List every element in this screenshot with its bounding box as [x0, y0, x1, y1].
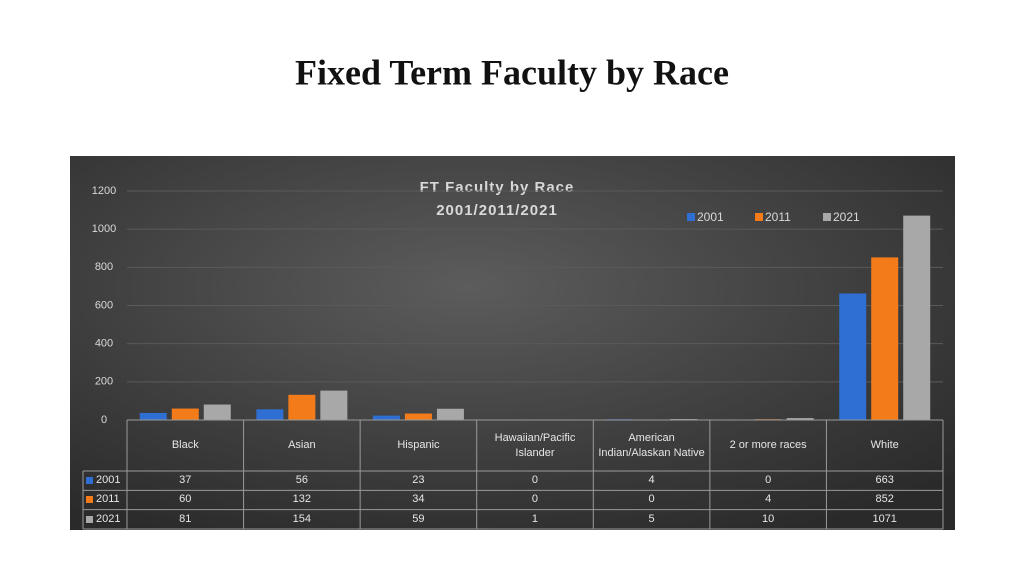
table-value: 34 [412, 493, 425, 506]
category-label: White [870, 439, 899, 451]
category-label: Asian [288, 439, 316, 451]
table-value: 852 [875, 493, 894, 506]
category-label: Hispanic [397, 439, 440, 451]
table-value: 1071 [872, 512, 897, 525]
table-value: 81 [179, 512, 192, 525]
series-name: 2021 [96, 512, 121, 525]
table-value: 37 [179, 474, 192, 487]
bar [786, 418, 814, 420]
legend-label: 2011 [765, 210, 791, 224]
y-tick-label: 200 [95, 376, 113, 388]
table-row-header: 2021 [83, 510, 127, 529]
category-label: 2 or more races [729, 439, 807, 451]
table-value: 4 [765, 493, 772, 506]
slide-title: Fixed Term Faculty by Race [295, 52, 729, 92]
table-value: 60 [179, 493, 192, 506]
bar [404, 413, 432, 420]
bar [203, 404, 231, 420]
y-tick-label: 0 [101, 414, 107, 426]
y-tick-label: 800 [95, 261, 113, 273]
legend-label: 2001 [697, 210, 724, 224]
table-row-header: 2011 [83, 490, 127, 509]
bar [320, 390, 348, 420]
bar [171, 408, 199, 420]
bar [871, 257, 899, 420]
bar [839, 293, 867, 420]
table-value: 10 [762, 512, 775, 525]
table-value: 132 [292, 493, 312, 506]
y-tick-label: 600 [95, 299, 113, 311]
legend-key [755, 213, 763, 221]
bar [256, 409, 284, 420]
table-key [86, 515, 93, 523]
table-row-header: 2001 [83, 471, 127, 490]
category-label: Black [171, 439, 199, 451]
table-value: 4 [648, 474, 655, 487]
category-label: American Indian/Alaskan Native [598, 431, 705, 459]
table-value: 56 [295, 474, 308, 487]
bar [436, 408, 464, 420]
y-tick-label: 1200 [92, 185, 116, 197]
bar [288, 394, 316, 420]
series-name: 2001 [96, 474, 121, 487]
chart-area [70, 156, 955, 530]
table-value: 1 [531, 512, 539, 525]
table-value: 5 [648, 512, 655, 525]
y-tick-label: 1000 [92, 223, 116, 235]
bar [903, 215, 931, 420]
table-value: 0 [765, 474, 772, 487]
table-value: 154 [292, 512, 312, 525]
legend-key [687, 213, 695, 221]
table-key [86, 477, 93, 485]
table-value: 0 [648, 493, 655, 506]
bar [139, 412, 167, 420]
table-key [86, 496, 93, 504]
table-value: 0 [531, 493, 539, 506]
table-value: 663 [875, 474, 894, 487]
chart-subtitle: 2001/2011/2021 [436, 202, 558, 219]
legend-key [823, 213, 831, 221]
y-tick-label: 400 [95, 338, 113, 350]
series-name: 2011 [96, 493, 120, 506]
table-value: 23 [412, 474, 425, 487]
legend-label: 2021 [833, 210, 860, 224]
category-label: Hawaiian/Pacific Islander [494, 431, 576, 459]
chart-title: FT Faculty by Race [420, 179, 575, 196]
bar [372, 415, 400, 420]
table-value: 59 [412, 512, 425, 525]
table-value: 0 [531, 474, 539, 487]
